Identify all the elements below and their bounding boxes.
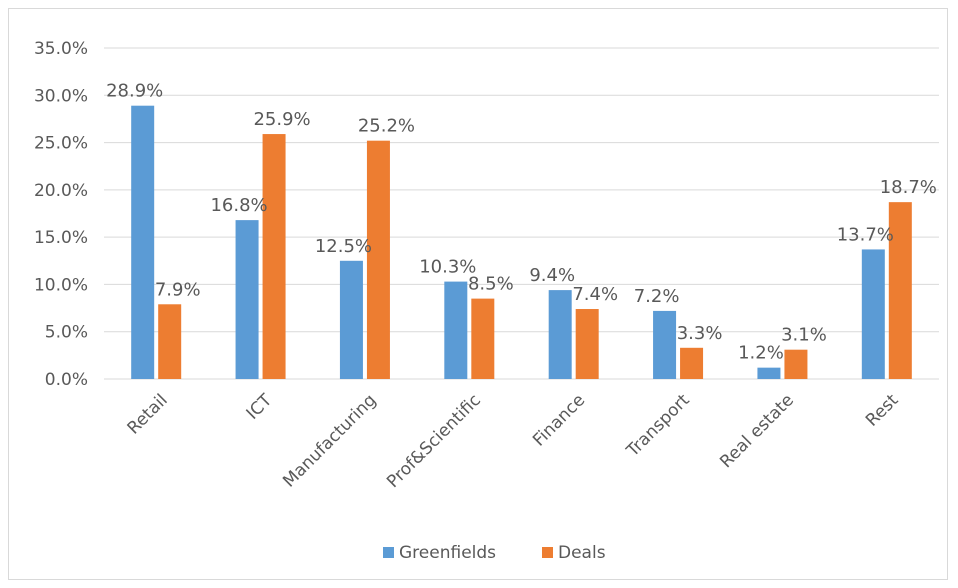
data-label: 3.1%: [781, 325, 827, 346]
bar-greenfields-6: [757, 367, 781, 379]
y-tick-label: 20.0%: [34, 181, 88, 201]
bar-deals-7: [888, 202, 912, 379]
bar-deals-5: [680, 347, 704, 379]
legend: Greenfields Deals: [383, 543, 606, 563]
legend-label-greenfields: Greenfields: [399, 543, 496, 563]
data-label: 13.7%: [837, 224, 894, 245]
data-label: 12.5%: [315, 236, 372, 257]
data-label: 16.8%: [210, 195, 267, 216]
y-tick-label: 10.0%: [34, 275, 88, 295]
y-axis-tick-labels: 0.0% 5.0% 10.0% 15.0% 20.0% 25.0% 30.0% 35.0%: [34, 39, 88, 390]
category-label: Retail: [124, 390, 172, 438]
chart-frame: 0.0% 5.0% 10.0% 15.0% 20.0% 25.0% 30.0% 35.0% 2…: [8, 8, 948, 580]
bar-greenfields-7: [861, 249, 885, 379]
bar-greenfields-0: [131, 105, 155, 379]
legend-swatch-deals: [542, 547, 553, 558]
bar-chart: 0.0% 5.0% 10.0% 15.0% 20.0% 25.0% 30.0% 35.0% 2…: [34, 39, 939, 563]
bar-deals-3: [471, 298, 495, 379]
category-labels: Retail ICT Manufacturing Prof&Scientific Fin…: [124, 390, 903, 492]
bar-deals-6: [784, 349, 808, 379]
data-label: 25.9%: [253, 109, 310, 130]
category-label: Finance: [529, 390, 589, 450]
data-label: 7.4%: [572, 284, 618, 305]
bar-greenfields-2: [339, 260, 363, 379]
data-label: 10.3%: [419, 257, 476, 278]
data-label: 3.3%: [677, 323, 723, 344]
category-label: Transport: [622, 390, 693, 461]
bar-greenfields-1: [235, 220, 259, 379]
bars: [131, 105, 912, 379]
y-tick-label: 0.0%: [45, 370, 88, 390]
data-label: 7.9%: [155, 279, 201, 300]
bar-greenfields-4: [548, 290, 572, 379]
bar-deals-1: [262, 134, 286, 379]
legend-swatch-greenfields: [383, 547, 394, 558]
y-tick-label: 25.0%: [34, 134, 88, 154]
y-tick-label: 5.0%: [45, 323, 88, 343]
bar-greenfields-3: [444, 281, 468, 379]
category-label: ICT: [243, 390, 277, 424]
data-label: 28.9%: [106, 81, 163, 102]
y-tick-label: 30.0%: [34, 86, 88, 106]
legend-label-deals: Deals: [558, 543, 606, 563]
bar-deals-0: [158, 304, 182, 379]
data-label: 18.7%: [880, 177, 937, 198]
category-label: Manufacturing: [279, 390, 380, 491]
data-labels: 28.9% 7.9% 16.8% 25.9% 12.5% 25.2% 10.3%8.5% 9.…: [106, 81, 937, 364]
data-label: 1.2%: [738, 343, 784, 364]
data-label: 8.5%: [468, 274, 514, 295]
category-label: Rest: [862, 390, 903, 431]
y-tick-label: 15.0%: [34, 228, 88, 248]
bar-deals-4: [575, 309, 599, 379]
data-label: 7.2%: [634, 286, 680, 307]
category-label: Prof&Scientific: [383, 390, 485, 492]
category-label: Real estate: [716, 390, 798, 472]
data-label: 25.2%: [358, 116, 415, 137]
data-label: 9.4%: [529, 265, 575, 286]
bar-greenfields-5: [653, 310, 677, 379]
bar-deals-2: [366, 140, 390, 379]
y-tick-label: 35.0%: [34, 39, 88, 59]
